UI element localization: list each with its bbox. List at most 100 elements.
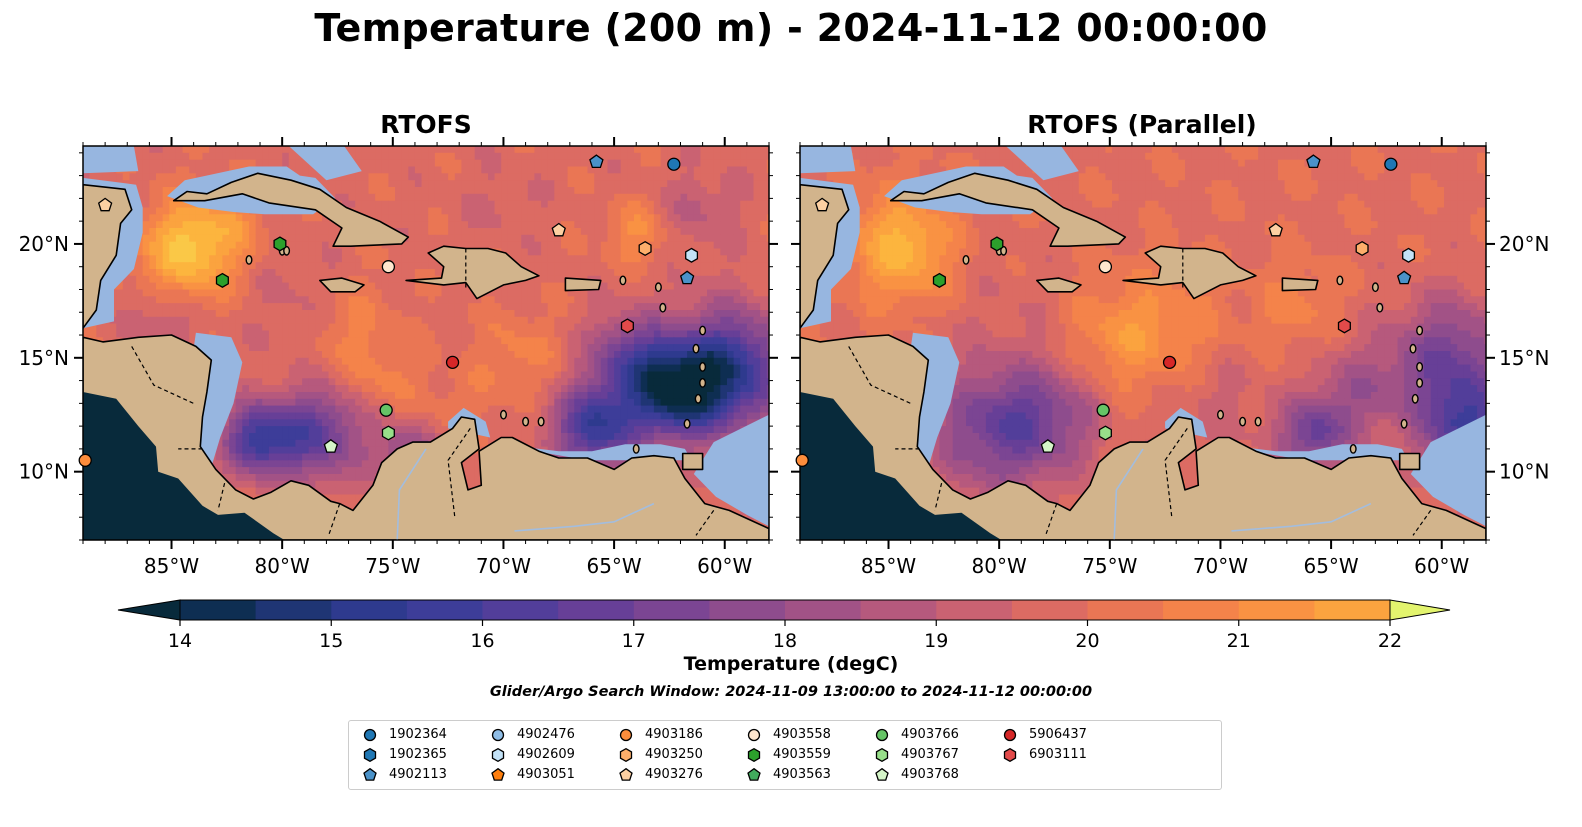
legend-marker[interactable] [875,728,889,741]
float-marker-4903559[interactable] [215,272,229,288]
colorbar-segment [180,600,257,620]
float-marker-4903186[interactable] [78,453,92,467]
float-marker-4902113[interactable] [589,154,604,169]
river [514,502,655,532]
colorbar-tick-label: 20 [1075,630,1099,652]
lon-tick-label: 75°W [1082,554,1137,578]
legend-marker[interactable] [491,728,505,741]
float-marker-4903766[interactable] [379,403,393,417]
legend-item-4902476: 4902476 [491,725,575,745]
land-centralAmerica [800,183,850,330]
float-marker-4903559[interactable] [932,272,946,288]
legend-marker[interactable] [363,728,377,741]
colorbar-tick-label: 21 [1227,630,1251,652]
legend-marker[interactable] [1003,747,1017,762]
small-island [245,254,253,265]
colorbar-segment [633,600,710,620]
float-marker-4902113[interactable] [1396,270,1412,285]
shelf-area [83,146,139,174]
float-marker-4903558[interactable] [381,260,396,274]
circle-marker-icon [875,728,889,741]
legend-item-4903276: 4903276 [619,765,703,785]
colorbar-segment [1238,600,1315,620]
legend-marker[interactable] [747,747,761,762]
legend-marker[interactable] [619,728,633,741]
legend-item-6903111: 6903111 [1003,745,1087,765]
legend-marker[interactable] [1003,728,1017,741]
colorbar-over-arrow [1389,599,1451,621]
legend-marker[interactable] [363,767,377,781]
legend-marker[interactable] [491,747,505,762]
land-honduras [800,334,1486,540]
lat-tick-label: 10°N [1499,460,1549,484]
float-marker-4903767[interactable] [381,425,395,441]
lon-tick-label: 70°W [476,554,531,578]
float-marker-5906437[interactable] [1162,355,1177,370]
float-marker-1902364[interactable] [1384,157,1398,171]
colorbar-segment [1314,600,1391,620]
float-marker-4903250[interactable] [638,240,652,257]
country-border [1164,428,1188,518]
legend-item-1902365: 1902365 [363,745,447,765]
legend-label: 4902476 [517,727,575,742]
land-hispaniola [1122,245,1257,300]
float-marker-4903768[interactable] [1040,438,1056,453]
legend-label: 4903558 [773,727,831,742]
land-cuba [172,172,410,247]
shelf-area [1410,414,1486,527]
float-marker-4903276[interactable] [97,197,113,212]
colorbar-segment [709,600,786,620]
float-marker-4903276[interactable] [814,197,830,212]
float-marker-4903768[interactable] [323,438,339,453]
float-marker-4903276[interactable] [551,222,566,237]
small-island [699,377,707,388]
legend-marker[interactable] [363,747,377,762]
map-panel-rtofs-parallel[interactable]: 85°W 80°W 75°W 70°W 65°W 60°W 20°N 15°N 10°N [791,137,1549,578]
legend-marker[interactable] [619,747,633,762]
circle-marker-icon [491,728,505,741]
colorbar-tick-label: 15 [319,630,343,652]
legend-label: 4903766 [901,727,959,742]
float-marker-4903767[interactable] [1098,425,1112,441]
legend-marker[interactable] [747,767,761,781]
legend-label: 1902365 [389,747,447,762]
pentagon-marker-icon [747,767,761,781]
legend-marker[interactable] [747,728,761,741]
land-puertoRico [564,277,602,292]
colorbar-tick-label: 22 [1378,630,1402,652]
float-marker-6903111[interactable] [620,318,634,334]
float-marker-4902609[interactable] [1402,247,1416,263]
float-marker-6903111[interactable] [1337,318,1351,334]
float-marker-4903559[interactable] [273,236,287,252]
map-frame [799,145,1487,541]
legend-marker[interactable] [491,767,505,781]
float-marker-4903559[interactable] [990,236,1004,252]
float-marker-4903186[interactable] [795,453,809,467]
float-marker-1902364[interactable] [667,157,681,171]
float-marker-4903766[interactable] [1096,403,1110,417]
small-island [692,343,700,354]
small-island [683,418,691,429]
circle-marker-icon [747,728,761,741]
colorbar-tick-label: 16 [470,630,494,652]
legend-marker[interactable] [875,747,889,762]
float-marker-4903250[interactable] [1355,240,1369,257]
float-marker-5906437[interactable] [445,355,460,370]
small-island [962,254,970,265]
hexagon-marker-icon [491,747,505,762]
float-marker-4903558[interactable] [1098,260,1113,274]
legend-marker[interactable] [875,767,889,781]
map-panel-rtofs[interactable]: 85°W 80°W 75°W 70°W 65°W 60°W 20°N 15°N 10°N [19,137,778,578]
colorbar-tick-label: 17 [622,630,646,652]
float-marker-4902113[interactable] [679,270,695,285]
legend-label: 4903559 [773,747,831,762]
float-marker-4902113[interactable] [1306,154,1321,169]
river [1231,502,1372,532]
legend-item-4903768: 4903768 [875,765,959,785]
circle-marker-icon [619,728,633,741]
small-island [619,275,627,286]
float-marker-4903276[interactable] [1268,222,1283,237]
colorbar-segment [785,600,862,620]
legend-marker[interactable] [619,767,633,781]
float-marker-4902609[interactable] [685,247,699,263]
